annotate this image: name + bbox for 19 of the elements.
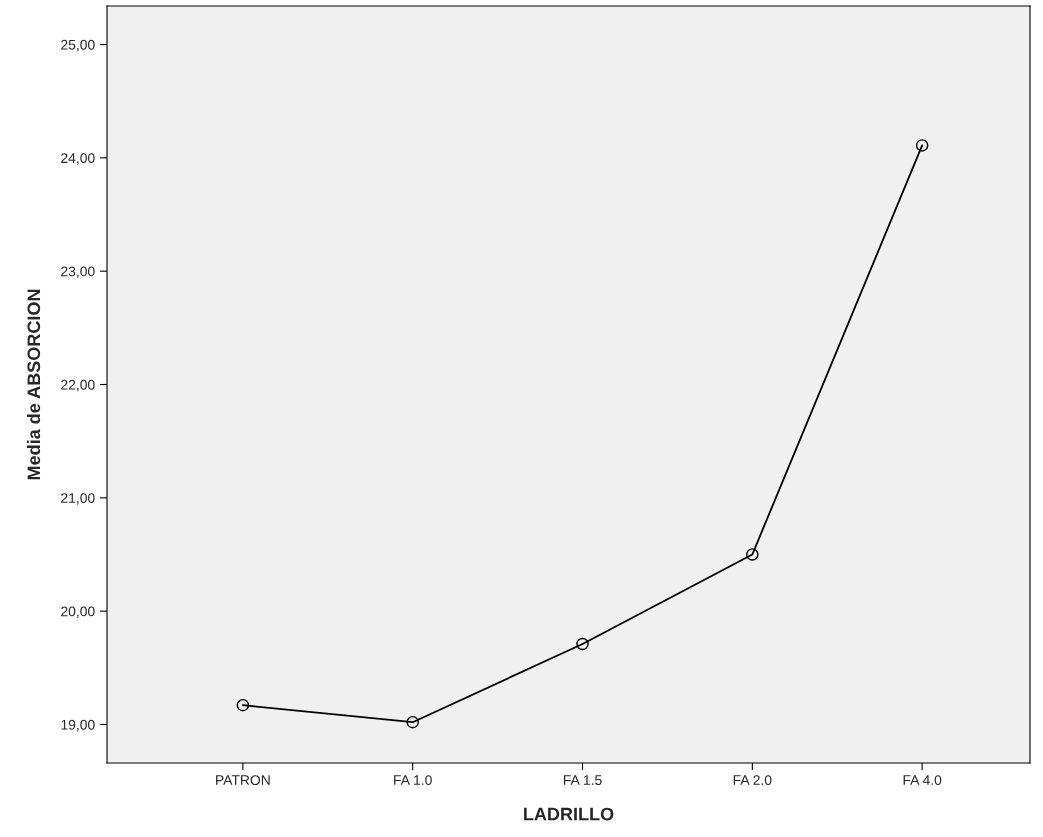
- x-tick-label: FA 1.0: [394, 775, 432, 786]
- x-tick-label: FA 2.0: [733, 775, 772, 786]
- y-tick-label: 21,00: [61, 493, 95, 505]
- point: [576, 637, 589, 651]
- point: [746, 548, 759, 561]
- x-tick-label: FA 1.5: [563, 775, 602, 786]
- point: [406, 715, 419, 729]
- y-tick-label: 23,00: [61, 266, 95, 278]
- x-tick-label: PATRON: [216, 775, 270, 786]
- point: [236, 698, 250, 712]
- point: [915, 139, 929, 152]
- y-tick-label: 19,00: [61, 719, 95, 732]
- x-tick-label: FA 4.0: [903, 775, 942, 786]
- x-axis-title: LADRILLO: [524, 807, 614, 821]
- y-tick-label: 20,00: [61, 606, 95, 618]
- y-tick-label: 25,00: [61, 39, 95, 52]
- y-tick-label: 24,00: [61, 153, 95, 165]
- y-axis-title: Media de ABSORCION: [26, 289, 41, 480]
- y-tick-label: 22,00: [61, 379, 95, 392]
